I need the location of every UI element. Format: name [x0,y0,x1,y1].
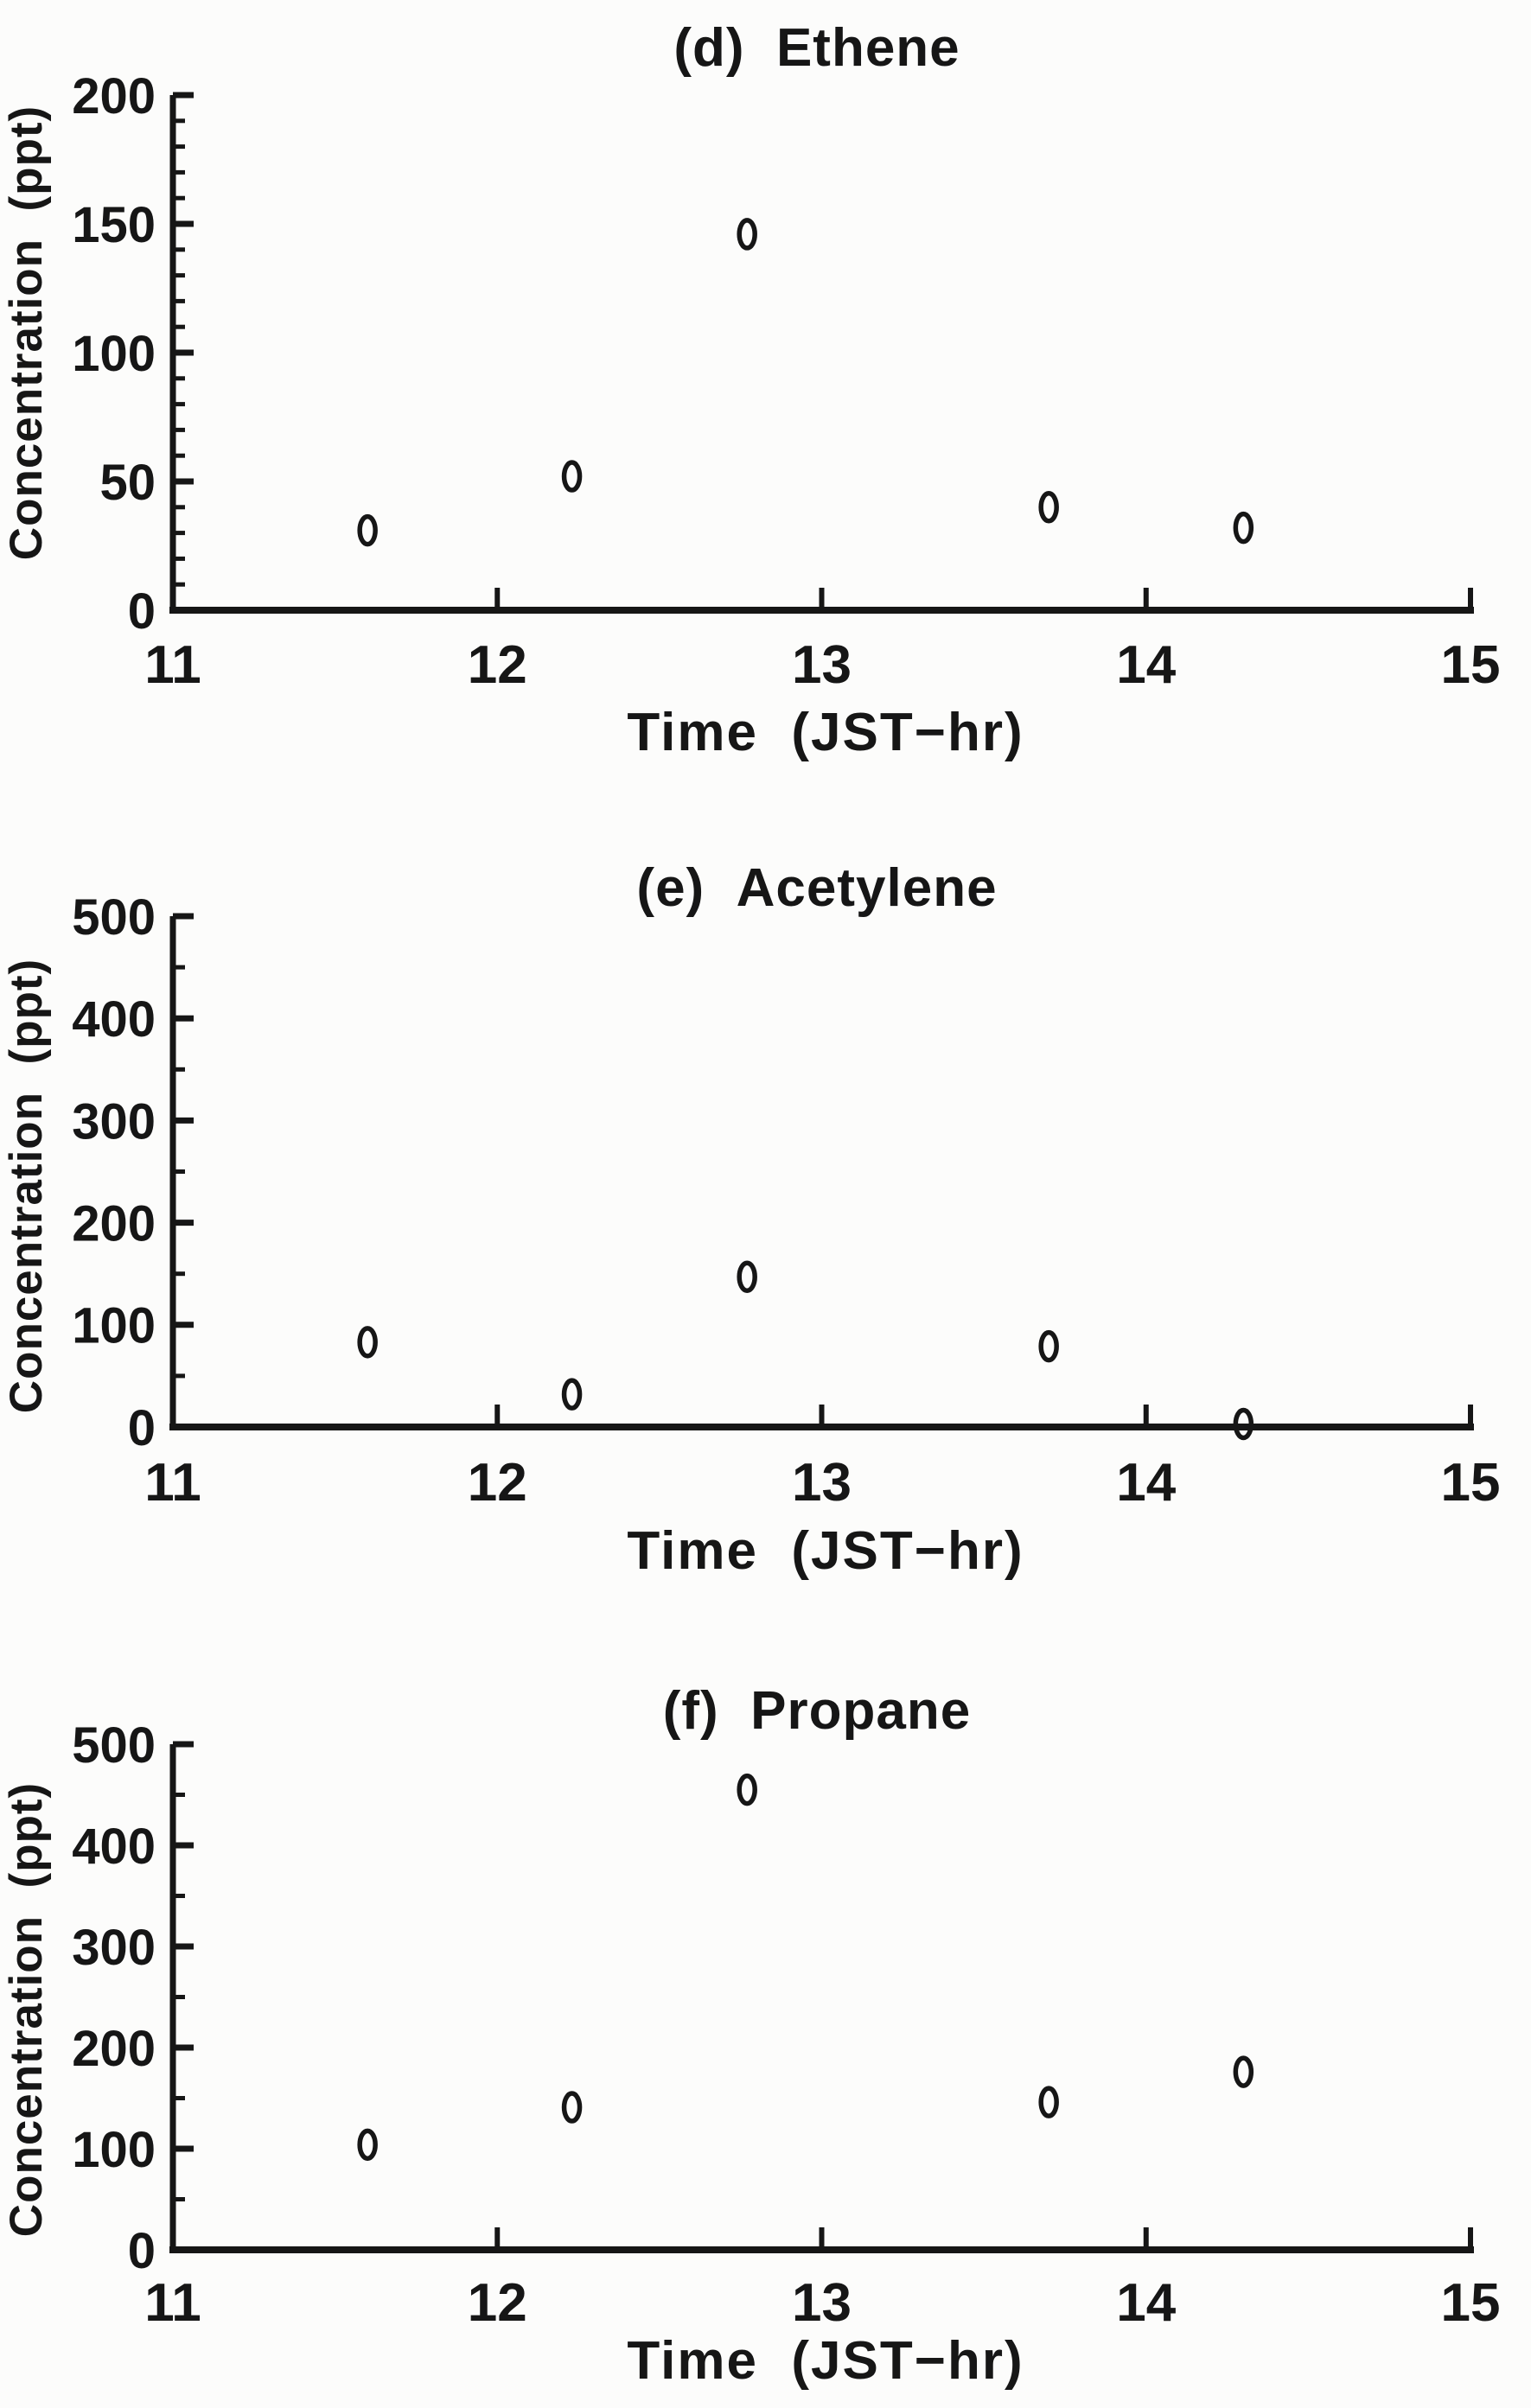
y-tick-label: 200 [72,2021,156,2077]
x-tick-label: 11 [144,1453,201,1513]
panel-d-x-axis-title: Time (JST−hr) [627,703,1024,762]
data-point [737,1260,757,1293]
data-point [357,2128,378,2162]
x-tick-label: 14 [1116,635,1176,695]
y-tick-label: 50 [99,455,156,511]
data-point [561,1378,583,1411]
y-tick-label: 150 [72,197,156,253]
x-tick-label: 14 [1116,2273,1176,2333]
y-tick-label: 0 [128,2223,156,2279]
x-tick-label: 15 [1441,2273,1501,2333]
panel-f-y-axis-title: Concentration (ppt) [1,1782,52,2237]
panel-e-title: (e) Acetylene [636,858,997,918]
data-point [737,1773,757,1806]
y-tick-label: 500 [72,889,156,946]
panel-d-plot-area: 0 50 100 150 200 11 12 13 14 15 [72,68,1500,695]
panel-e-x-axis-title: Time (JST−hr) [627,1521,1024,1581]
data-point [1038,1329,1059,1363]
y-tick-label: 300 [72,1920,156,1976]
x-tick-label: 12 [468,635,527,695]
y-tick-label: 0 [128,583,156,640]
y-tick-label: 400 [72,1819,156,1875]
y-tick-label: 100 [72,2122,156,2178]
panel-f-x-axis-title: Time (JST−hr) [627,2331,1024,2391]
x-tick-label: 15 [1441,635,1501,695]
x-tick-label: 11 [144,2273,201,2333]
x-tick-label: 15 [1441,1453,1501,1513]
data-point [1233,2055,1254,2088]
data-point [1233,1407,1254,1441]
data-point [1233,511,1254,545]
y-tick-label: 400 [72,991,156,1048]
x-tick-label: 13 [792,1453,852,1513]
panel-e-plot-area: 0 100 200 300 400 500 11 12 13 14 15 [72,889,1500,1513]
panel-f-title: (f) Propane [663,1681,971,1741]
y-tick-label: 100 [72,1298,156,1354]
x-tick-label: 12 [468,2273,527,2333]
y-tick-label: 100 [72,326,156,382]
x-tick-label: 11 [144,635,201,695]
data-point [737,218,757,251]
x-tick-label: 13 [792,635,852,695]
panel-d-title: (d) Ethene [673,18,960,78]
data-point [357,513,378,547]
data-point [357,1326,378,1359]
data-point [561,2091,583,2124]
x-tick-label: 14 [1116,1453,1176,1513]
y-tick-label: 200 [72,1195,156,1252]
y-tick-label: 300 [72,1093,156,1150]
data-point [1038,2086,1059,2118]
x-tick-label: 13 [792,2273,852,2333]
data-point [561,460,583,493]
y-tick-label: 0 [128,1400,156,1456]
x-tick-label: 12 [468,1453,527,1513]
data-point [1038,491,1059,524]
y-tick-label: 200 [72,68,156,124]
panel-e-y-axis-title: Concentration (ppt) [1,959,52,1413]
panel-f-plot-area: 0 100 200 300 400 500 11 12 13 14 15 [72,1717,1500,2333]
panel-d-y-axis-title: Concentration (ppt) [1,105,52,560]
y-tick-label: 500 [72,1717,156,1774]
